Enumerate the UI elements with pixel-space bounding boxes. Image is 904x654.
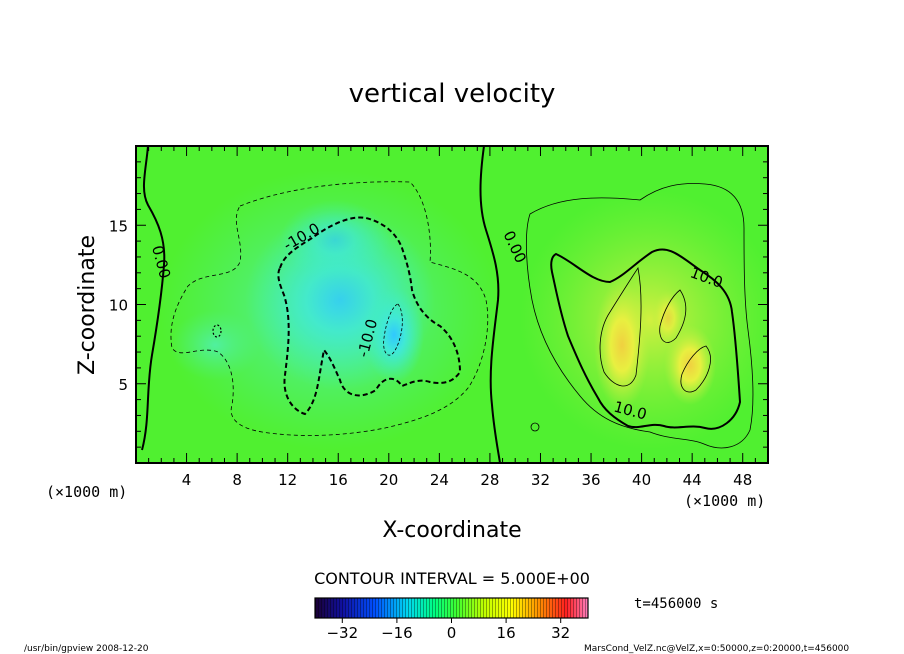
contour-minus10 <box>277 216 462 416</box>
x-tick-label: 28 <box>480 471 499 489</box>
contour-small-right <box>530 422 540 432</box>
x-tick-label: 48 <box>733 471 752 489</box>
x-tick-label: 40 <box>632 471 651 489</box>
chart-title: vertical velocity <box>349 79 556 109</box>
x-tick-label: 24 <box>430 471 449 489</box>
colorbar-tick-label: 0 <box>447 624 457 642</box>
colorbar: −32 −16 0 16 32 <box>314 597 589 642</box>
updraft-core-3 <box>652 290 684 346</box>
x-tick-label: 8 <box>232 471 242 489</box>
colorbar-bands <box>315 598 588 618</box>
colorbar-tick-label: −32 <box>326 624 358 642</box>
contour-minus5 <box>170 181 489 436</box>
y-tick-label: 10 <box>109 297 128 315</box>
y-tick-label: 15 <box>109 217 128 235</box>
y-tick-label: 5 <box>118 376 128 394</box>
y-axis-label: Z-coordinate <box>75 235 100 375</box>
contour-small-left <box>212 324 222 338</box>
contour-plus15-a <box>599 266 642 387</box>
plot-area <box>136 146 768 463</box>
contour-plus5 <box>525 183 754 449</box>
contour-interval-text: CONTOUR INTERVAL = 5.000E+00 <box>314 569 590 588</box>
updraft-core-2 <box>664 325 716 405</box>
y-axis: 5 10 15 <box>109 161 768 448</box>
x-axis-label: X-coordinate <box>382 518 521 543</box>
colorbar-ticks: −32 −16 0 16 32 <box>326 618 570 642</box>
contour-minus15 <box>383 303 403 356</box>
contour-plus15-b <box>659 289 687 343</box>
downdraft-left <box>170 310 260 380</box>
x-axis: 4 8 12 16 20 24 28 32 36 40 44 48 <box>148 146 756 489</box>
updraft-halo <box>520 190 768 450</box>
footer-right: MarsCond_VelZ.nc@VelZ,x=0:50000,z=0:2000… <box>584 644 849 654</box>
contour-plus15-c <box>680 345 711 393</box>
updraft-core-1 <box>594 280 650 410</box>
colorbar-tick-label: 16 <box>497 624 516 642</box>
contour-zero-left <box>141 146 166 451</box>
x-tick-label: 20 <box>379 471 398 489</box>
downdraft-upper <box>280 200 390 280</box>
x-tick-label: 32 <box>531 471 550 489</box>
contour-plus10 <box>550 248 742 430</box>
x-tick-label: 16 <box>329 471 348 489</box>
contour-zero-middle <box>479 146 501 463</box>
x-tick-label: 36 <box>581 471 600 489</box>
footer-left: /usr/bin/gpview 2008-12-20 <box>24 644 149 654</box>
colorbar-tick-label: −16 <box>381 624 413 642</box>
time-text: t=456000 s <box>634 596 718 612</box>
x-tick-label: 4 <box>182 471 192 489</box>
x-unit-right: (×1000 m) <box>684 492 765 510</box>
x-tick-label: 12 <box>278 471 297 489</box>
downdraft-core <box>364 287 424 383</box>
x-unit-left: (×1000 m) <box>46 483 127 501</box>
colorbar-tick-label: 32 <box>551 624 570 642</box>
x-tick-label: 44 <box>683 471 702 489</box>
